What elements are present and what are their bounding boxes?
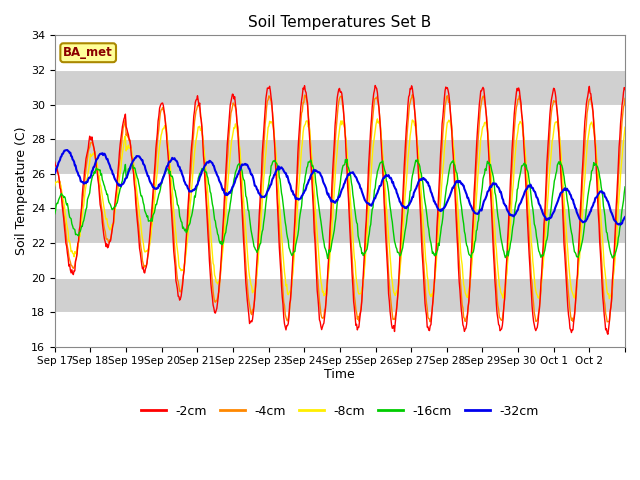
Bar — [55, 208, 625, 243]
Bar — [55, 139, 625, 174]
Bar — [55, 36, 625, 70]
Bar — [55, 70, 625, 105]
Bar — [55, 243, 625, 277]
Bar — [55, 105, 625, 139]
X-axis label: Time: Time — [324, 368, 355, 381]
Bar — [55, 312, 625, 347]
Title: Soil Temperatures Set B: Soil Temperatures Set B — [248, 15, 431, 30]
Y-axis label: Soil Temperature (C): Soil Temperature (C) — [15, 127, 28, 255]
Bar — [55, 174, 625, 208]
Text: BA_met: BA_met — [63, 46, 113, 59]
Bar — [55, 277, 625, 312]
Legend: -2cm, -4cm, -8cm, -16cm, -32cm: -2cm, -4cm, -8cm, -16cm, -32cm — [136, 400, 544, 423]
